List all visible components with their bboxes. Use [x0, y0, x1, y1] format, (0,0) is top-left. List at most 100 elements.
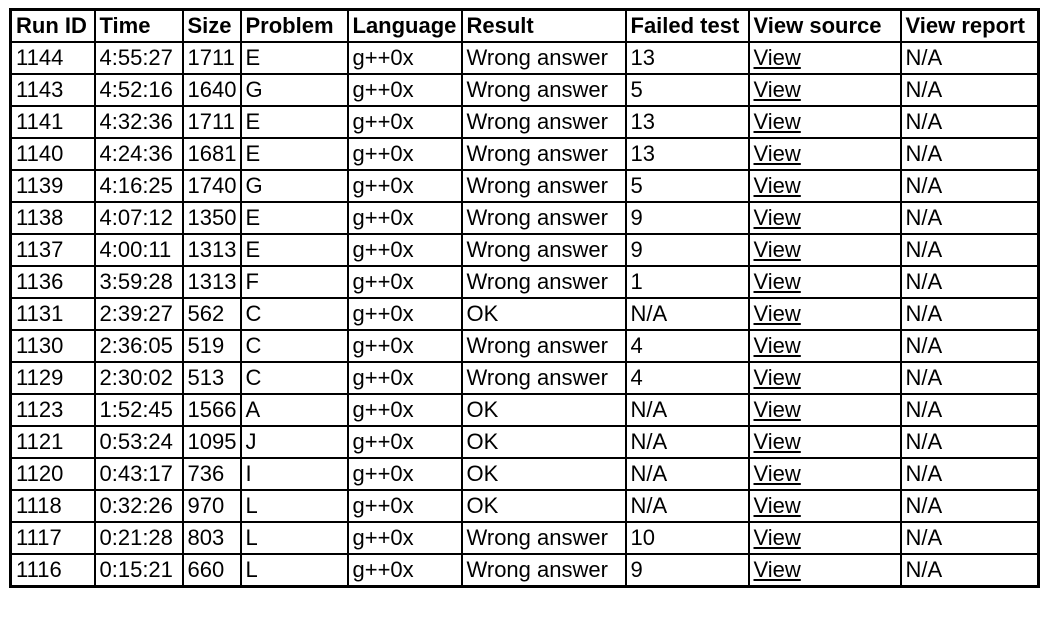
cell-problem: F — [239, 265, 349, 299]
cell-problem: C — [239, 297, 349, 331]
cell-size: 1313 — [181, 265, 242, 299]
cell-time: 2:36:05 — [93, 329, 184, 363]
view-source-link[interactable]: View — [753, 493, 801, 518]
view-source-link[interactable]: View — [753, 429, 801, 454]
cell-view-source: View — [747, 329, 902, 363]
view-source-link[interactable]: View — [753, 269, 801, 294]
cell-size: 1740 — [181, 169, 242, 203]
cell-run-id: 1141 — [9, 105, 96, 139]
cell-time: 2:39:27 — [93, 297, 184, 331]
cell-language: g++0x — [346, 73, 463, 107]
cell-language: g++0x — [346, 233, 463, 267]
cell-run-id: 1121 — [9, 425, 96, 459]
cell-language: g++0x — [346, 393, 463, 427]
cell-failed-test: N/A — [624, 457, 750, 491]
cell-view-report: N/A — [899, 297, 1040, 331]
column-header-language: Language — [346, 8, 463, 43]
cell-language: g++0x — [346, 521, 463, 555]
cell-size: 562 — [181, 297, 242, 331]
cell-view-report: N/A — [899, 265, 1040, 299]
cell-failed-test: 4 — [624, 329, 750, 363]
cell-failed-test: 9 — [624, 201, 750, 235]
view-source-link[interactable]: View — [753, 237, 801, 262]
cell-size: 970 — [181, 489, 242, 523]
cell-view-report: N/A — [899, 73, 1040, 107]
cell-time: 0:53:24 — [93, 425, 184, 459]
cell-problem: E — [239, 233, 349, 267]
cell-run-id: 1136 — [9, 265, 96, 299]
view-source-link[interactable]: View — [753, 205, 801, 230]
cell-language: g++0x — [346, 137, 463, 171]
cell-view-report: N/A — [899, 137, 1040, 171]
cell-problem: L — [239, 489, 349, 523]
cell-problem: C — [239, 361, 349, 395]
cell-result: OK — [460, 393, 627, 427]
cell-run-id: 1139 — [9, 169, 96, 203]
column-header-problem: Problem — [239, 8, 349, 43]
cell-problem: G — [239, 73, 349, 107]
view-source-link[interactable]: View — [753, 77, 801, 102]
cell-view-source: View — [747, 105, 902, 139]
cell-run-id: 1131 — [9, 297, 96, 331]
view-source-link[interactable]: View — [753, 45, 801, 70]
cell-problem: G — [239, 169, 349, 203]
cell-view-source: View — [747, 265, 902, 299]
cell-result: OK — [460, 489, 627, 523]
cell-run-id: 1129 — [9, 361, 96, 395]
cell-run-id: 1140 — [9, 137, 96, 171]
cell-size: 1566 — [181, 393, 242, 427]
cell-result: Wrong answer — [460, 137, 627, 171]
view-source-link[interactable]: View — [753, 461, 801, 486]
cell-view-report: N/A — [899, 553, 1040, 588]
view-source-link[interactable]: View — [753, 301, 801, 326]
cell-language: g++0x — [346, 329, 463, 363]
cell-failed-test: N/A — [624, 393, 750, 427]
view-source-link[interactable]: View — [753, 173, 801, 198]
view-source-link[interactable]: View — [753, 525, 801, 550]
view-source-link[interactable]: View — [753, 557, 801, 582]
cell-result: Wrong answer — [460, 169, 627, 203]
cell-size: 519 — [181, 329, 242, 363]
cell-view-source: View — [747, 233, 902, 267]
cell-size: 1711 — [181, 105, 242, 139]
view-source-link[interactable]: View — [753, 397, 801, 422]
cell-view-report: N/A — [899, 201, 1040, 235]
cell-language: g++0x — [346, 265, 463, 299]
column-header-size: Size — [181, 8, 242, 43]
cell-result: Wrong answer — [460, 73, 627, 107]
cell-size: 1095 — [181, 425, 242, 459]
cell-view-source: View — [747, 137, 902, 171]
view-source-link[interactable]: View — [753, 109, 801, 134]
cell-problem: E — [239, 105, 349, 139]
cell-time: 0:15:21 — [93, 553, 184, 588]
cell-result: Wrong answer — [460, 361, 627, 395]
view-source-link[interactable]: View — [753, 365, 801, 390]
cell-time: 4:52:16 — [93, 73, 184, 107]
cell-view-source: View — [747, 489, 902, 523]
cell-run-id: 1123 — [9, 393, 96, 427]
cell-size: 513 — [181, 361, 242, 395]
cell-view-source: View — [747, 297, 902, 331]
column-header-run-id: Run ID — [9, 8, 96, 43]
cell-run-id: 1120 — [9, 457, 96, 491]
view-source-link[interactable]: View — [753, 141, 801, 166]
cell-time: 2:30:02 — [93, 361, 184, 395]
cell-size: 1681 — [181, 137, 242, 171]
cell-time: 4:24:36 — [93, 137, 184, 171]
view-source-link[interactable]: View — [753, 333, 801, 358]
cell-failed-test: 13 — [624, 41, 750, 75]
header-row: Run ID Time Size Problem Language Result Faile… — [9, 8, 1040, 43]
cell-result: Wrong answer — [460, 201, 627, 235]
cell-problem: E — [239, 201, 349, 235]
cell-failed-test: N/A — [624, 297, 750, 331]
